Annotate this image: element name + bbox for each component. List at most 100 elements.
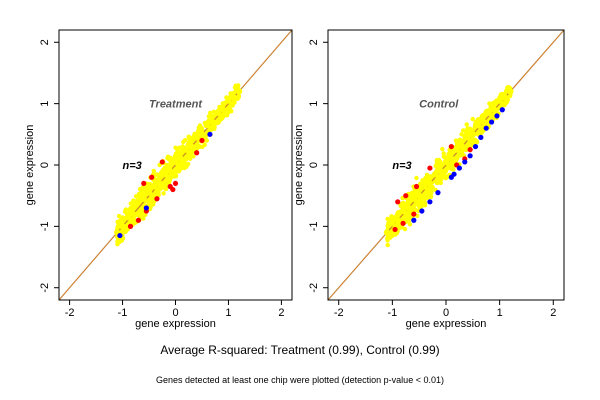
cloud-point — [385, 238, 390, 243]
data-point — [204, 121, 211, 129]
cloud-point — [183, 138, 188, 143]
data-point — [472, 143, 479, 150]
data-point — [456, 165, 463, 171]
data-point — [480, 118, 487, 126]
cloud-point — [186, 134, 191, 139]
data-point — [403, 193, 409, 199]
data-point — [141, 180, 147, 187]
data-point — [469, 131, 477, 138]
data-point — [170, 186, 176, 193]
data-point — [188, 143, 195, 150]
data-point — [435, 190, 441, 196]
cloud-point — [475, 131, 480, 136]
cloud-point — [151, 168, 156, 174]
cloud-point — [165, 155, 170, 161]
x-axis-label: gene expression — [135, 318, 216, 330]
data-point — [145, 189, 153, 196]
y-tick-label: 0 — [39, 162, 51, 168]
cloud-point — [116, 237, 121, 243]
cloud-point — [167, 175, 172, 180]
data-point — [159, 159, 165, 165]
data-point — [419, 208, 425, 214]
cloud-point — [459, 132, 464, 137]
y-tick-label: 0 — [308, 162, 320, 168]
cloud-point — [453, 138, 459, 143]
cloud-point — [139, 190, 144, 195]
data-point — [411, 211, 417, 217]
cloud-point — [117, 213, 122, 219]
data-point — [499, 107, 505, 113]
x-axis-label: gene expression — [406, 318, 487, 330]
cloud-point — [441, 174, 446, 179]
series-2 — [411, 107, 505, 223]
cloud-point — [406, 219, 411, 224]
cloud-point — [464, 122, 469, 127]
panel-title: Treatment — [149, 99, 203, 111]
cloud-point — [418, 181, 423, 186]
panel-control: -2 -1 0 1 2 -2 -1 0 1 2 gene expression gene expres… — [293, 29, 565, 330]
data-point — [400, 220, 406, 226]
cloud-point — [474, 139, 480, 145]
cloud-point — [447, 151, 453, 156]
data-point — [427, 199, 433, 205]
cloud-point — [193, 141, 198, 146]
data-point — [453, 146, 460, 153]
y-tick-label: -1 — [39, 221, 51, 231]
cloud-point — [440, 146, 445, 152]
data-point — [209, 118, 216, 126]
cloud-point — [464, 147, 469, 152]
cloud-point — [426, 190, 431, 196]
data-point — [474, 121, 482, 129]
cloud-point — [428, 194, 434, 199]
y-axis-label: gene expression — [293, 125, 305, 206]
data-point — [124, 213, 132, 221]
cloud-point — [153, 192, 158, 197]
data-point — [143, 205, 149, 211]
data-point — [494, 113, 500, 119]
data-point — [467, 147, 473, 153]
cloud-point — [421, 196, 426, 202]
series-1 — [127, 137, 205, 229]
data-point — [448, 155, 455, 163]
data-point — [405, 204, 412, 212]
y-tick-label: 1 — [308, 101, 320, 107]
cloud-point — [232, 100, 237, 105]
x-tick-label: 0 — [172, 307, 178, 319]
cloud-point — [416, 188, 422, 193]
y-axis-label: gene expression — [24, 125, 36, 206]
cloud-point — [464, 129, 469, 134]
data-point — [442, 158, 450, 166]
data-point — [214, 109, 222, 117]
data-point — [395, 199, 401, 205]
data-point — [225, 97, 232, 104]
y-tick-label: -2 — [308, 283, 320, 293]
cloud-point — [156, 176, 161, 182]
data-point — [496, 97, 503, 104]
data-point — [230, 94, 237, 101]
cloud-point — [140, 185, 145, 190]
cloud-point — [211, 125, 216, 130]
data-point — [432, 171, 439, 178]
data-point — [410, 195, 418, 202]
cloud-point — [215, 118, 220, 123]
cloud-point — [477, 127, 482, 133]
data-point — [154, 196, 160, 202]
x-tick-label: -2 — [65, 307, 75, 319]
data-point — [235, 88, 243, 95]
cloud-point — [414, 175, 419, 181]
cloud-point — [471, 139, 476, 144]
cloud-point — [441, 154, 446, 159]
cloud-point — [466, 143, 471, 148]
r-squared-caption: Average R-squared: Treatment (0.99), Con… — [160, 343, 440, 357]
cloud-point — [413, 202, 418, 207]
data-point — [177, 155, 184, 163]
data-point — [415, 192, 423, 199]
x-tick-label: 2 — [278, 307, 284, 319]
data-point — [399, 207, 407, 215]
cloud-point — [200, 144, 205, 149]
data-point — [491, 106, 498, 113]
y-tick-label: 2 — [39, 39, 51, 45]
cloud-point — [115, 219, 120, 224]
series-0 — [383, 88, 514, 236]
y-tick-label: -1 — [308, 221, 320, 231]
